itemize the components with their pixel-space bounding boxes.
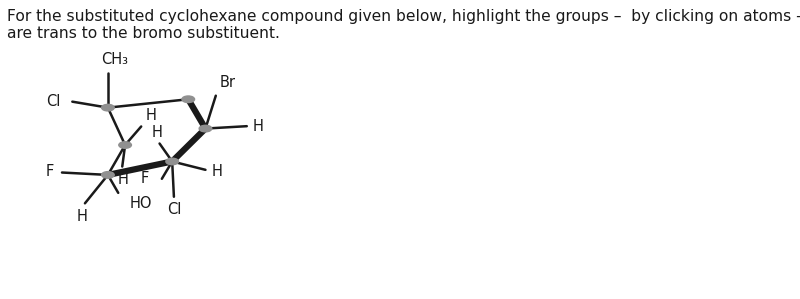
Text: For the substituted cyclohexane compound given below, highlight the groups –  by: For the substituted cyclohexane compound… <box>7 9 800 41</box>
Text: H: H <box>151 125 162 140</box>
Circle shape <box>102 104 114 111</box>
Text: H: H <box>253 119 263 134</box>
Text: H: H <box>118 172 129 187</box>
Text: F: F <box>141 171 150 186</box>
Text: HO: HO <box>130 196 152 211</box>
Text: Br: Br <box>219 75 235 90</box>
Text: F: F <box>46 164 54 179</box>
Text: Cl: Cl <box>46 94 61 109</box>
Circle shape <box>199 125 212 132</box>
Text: H: H <box>77 209 87 224</box>
Text: H: H <box>211 164 222 179</box>
Circle shape <box>102 172 114 178</box>
Circle shape <box>166 158 178 165</box>
Circle shape <box>119 142 131 148</box>
Text: H: H <box>146 109 157 123</box>
Circle shape <box>182 96 194 103</box>
Text: CH₃: CH₃ <box>101 52 128 67</box>
Text: Cl: Cl <box>166 202 181 217</box>
